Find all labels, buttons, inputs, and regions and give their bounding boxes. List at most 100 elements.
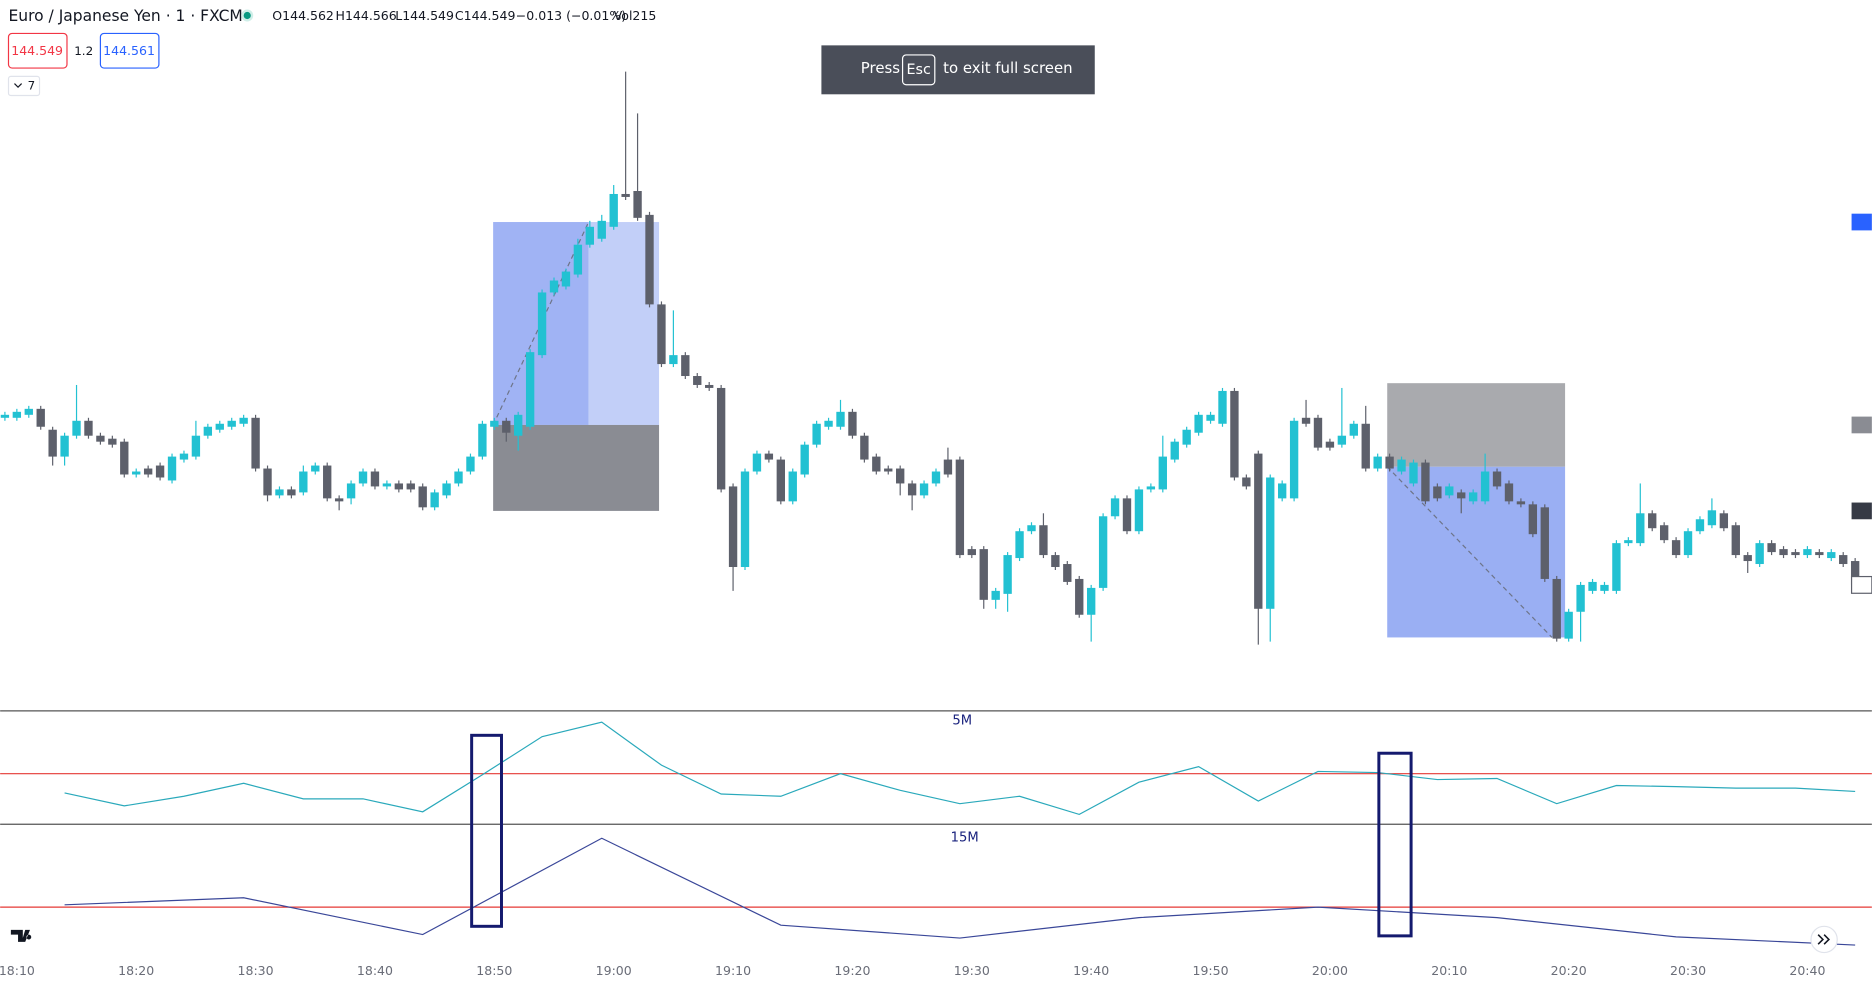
candle-body [549, 280, 559, 293]
candle-body [358, 471, 368, 484]
scroll-button[interactable] [1810, 925, 1838, 954]
x-tick-label: 20:20 [1551, 963, 1587, 978]
x-tick-label: 20:30 [1670, 963, 1706, 978]
candle-body [824, 420, 833, 427]
candle-body [1170, 441, 1179, 460]
candle-body [860, 435, 869, 460]
candle-body [633, 190, 642, 218]
candle-body [1504, 483, 1514, 502]
candle-body [394, 483, 404, 490]
candle-body [430, 492, 439, 508]
candle-body [84, 420, 93, 436]
ohlc-high: H144.566 [336, 8, 397, 23]
candle-body [155, 465, 165, 478]
candle-body [1182, 429, 1191, 445]
x-tick-label: 19:10 [715, 963, 751, 978]
candle-body [1480, 471, 1490, 502]
candle-body [478, 423, 487, 457]
buy-button[interactable] [99, 32, 160, 69]
candle-body [454, 471, 463, 484]
candle-body [370, 471, 380, 487]
candle-body [96, 435, 105, 442]
sell-button[interactable] [7, 32, 68, 69]
candle-body [1540, 507, 1549, 579]
status-dot [243, 11, 251, 20]
candle-body [919, 483, 929, 496]
candle-body [1110, 498, 1120, 517]
candle-body [1325, 441, 1335, 448]
candle-body [108, 438, 117, 445]
candle-body [215, 423, 224, 430]
candle-body [788, 471, 797, 502]
candle-body [1361, 423, 1370, 469]
x-tick-label: 18:30 [238, 963, 274, 978]
candle-body [896, 468, 905, 484]
candle-body [884, 468, 893, 472]
candle-body [931, 471, 941, 484]
candle-body [573, 244, 583, 275]
candle-body [120, 441, 129, 475]
volume: Vol215 [614, 8, 657, 23]
candle-body [1075, 578, 1084, 615]
candle-body [525, 352, 535, 427]
candle-body [1743, 555, 1752, 562]
candle-body [705, 384, 714, 388]
candle-body [1015, 531, 1024, 559]
short-target-zone [1387, 466, 1566, 638]
x-tick-label: 19:20 [834, 963, 870, 978]
candle-body [1719, 513, 1729, 529]
x-tick-label: 19:00 [596, 963, 632, 978]
candle-body [1277, 483, 1287, 499]
candle-body [1266, 477, 1275, 609]
candle-body [382, 483, 392, 487]
candle-body [239, 417, 248, 424]
candle-body [1779, 549, 1788, 556]
x-tick-label: 18:50 [476, 963, 512, 978]
ohlc-open: O144.562 [272, 8, 334, 23]
candle-body [1051, 555, 1060, 568]
candle-body [609, 193, 618, 227]
x-tick-label: 18:10 [0, 963, 35, 978]
buy-price[interactable]: 144.561 [103, 43, 155, 58]
candle-body [167, 456, 177, 481]
candle-body [1707, 510, 1717, 526]
candle-body [12, 411, 22, 418]
candle-body [943, 459, 953, 475]
candle-body [1445, 486, 1454, 496]
candle-body [203, 426, 213, 436]
candle-body [406, 483, 415, 490]
candle-body [1230, 390, 1239, 478]
sell-price[interactable]: 144.549 [11, 43, 63, 58]
candle-body [1397, 459, 1406, 472]
candle-body [1839, 555, 1848, 565]
candle-body [227, 420, 236, 427]
candle-body [1385, 456, 1394, 469]
candle-body [1791, 552, 1800, 556]
candle-body [311, 465, 320, 472]
ohlc-change: −0.013 (−0.01%) [516, 8, 626, 23]
logo[interactable] [10, 929, 32, 942]
candle-body [1433, 486, 1442, 499]
toast-text: Press [861, 59, 900, 77]
candle-body [143, 468, 153, 475]
candle-body [1731, 525, 1740, 556]
symbol-title: Euro / Japanese Yen · 1 · FXCM [8, 7, 242, 25]
candle-body [1815, 552, 1824, 556]
candle-body [287, 489, 296, 496]
candle-body [1683, 531, 1693, 556]
candle-body [346, 483, 356, 499]
candle-body [132, 471, 141, 475]
candle-body [1158, 456, 1167, 490]
indicators-count[interactable]: 7 [28, 78, 36, 92]
candle-body [1134, 489, 1144, 532]
candle-body [36, 408, 45, 427]
candle-body [728, 486, 738, 568]
candle-body [1098, 516, 1108, 588]
highlight-box [1377, 751, 1413, 938]
candle-body [1122, 498, 1132, 532]
candle-body [1301, 417, 1311, 424]
x-tick-label: 18:20 [118, 963, 154, 978]
candle-body [1087, 587, 1096, 615]
candle-body [1457, 492, 1466, 499]
indicators-toggle[interactable] [7, 75, 41, 97]
